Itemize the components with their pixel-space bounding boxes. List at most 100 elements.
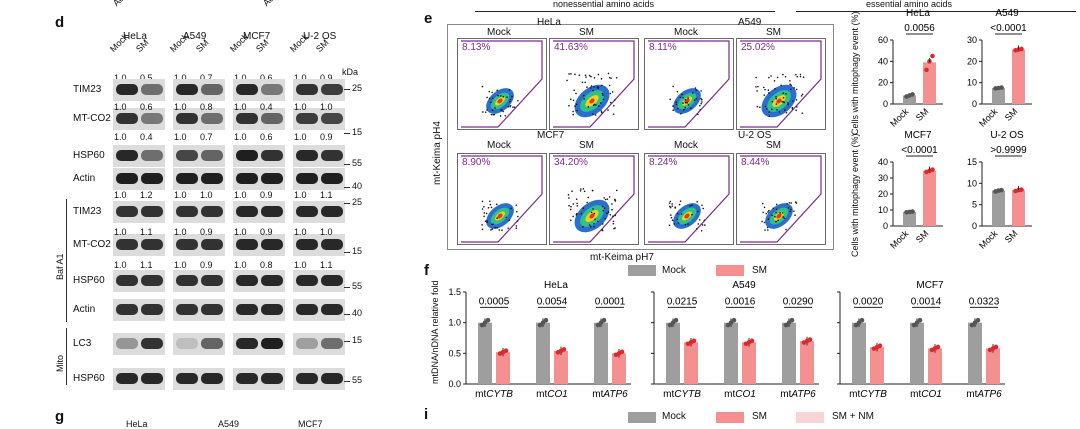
event-dot: [582, 187, 585, 190]
blot-band: [236, 373, 258, 384]
blot-row-label: MT-CO2: [73, 239, 111, 250]
legend-f-mock-swatch: [628, 265, 656, 276]
event-dot: [767, 218, 770, 221]
y-tick-label: 40: [878, 56, 888, 66]
event-dot: [669, 206, 672, 209]
event-dot: [671, 203, 673, 205]
event-dot: [668, 224, 671, 227]
event-dot: [801, 93, 804, 96]
event-dot: [782, 73, 784, 76]
event-dot: [490, 113, 493, 116]
blot-band: [116, 373, 138, 384]
blot-band: [321, 275, 343, 286]
event-dot: [767, 89, 770, 92]
quant-value: 1.0: [114, 73, 127, 83]
blot-strip: [233, 333, 285, 355]
event-dot: [669, 98, 672, 101]
blot-strip: [293, 79, 345, 101]
blot-band: [321, 173, 343, 184]
y-tick-label: 60: [878, 35, 888, 45]
blot-strip: [173, 270, 225, 292]
event-dot: [588, 74, 591, 77]
event-dot: [609, 214, 612, 216]
quant-value: 1.0: [114, 102, 127, 112]
event-dot: [597, 73, 600, 76]
event-dot: [704, 224, 706, 226]
x-tick-label: SM: [1003, 106, 1020, 123]
event-dot: [786, 203, 789, 205]
event-dot: [595, 104, 597, 106]
quant-value: 1.0: [294, 102, 307, 112]
event-dot: [592, 113, 594, 115]
quant-value: 0.9: [260, 190, 273, 200]
blot-band: [176, 373, 198, 384]
event-dot: [759, 106, 761, 109]
blot-row-label: Actin: [73, 173, 96, 184]
flow-plot: 25.02%: [736, 38, 826, 130]
blot-band: [141, 239, 163, 250]
event-dot: [784, 75, 787, 78]
flow-density-plot: [740, 40, 822, 128]
data-point: [999, 187, 1004, 193]
event-dot: [673, 223, 676, 225]
event-dot: [566, 79, 568, 82]
event-dot: [690, 107, 692, 110]
blot-strip: [113, 270, 165, 292]
event-dot: [794, 201, 797, 203]
event-dot: [682, 102, 684, 104]
data-point: [485, 317, 491, 323]
quant-value: 1.0: [174, 227, 187, 237]
blot-band: [261, 150, 283, 161]
event-dot: [589, 224, 591, 226]
event-dot: [572, 203, 575, 205]
event-dot: [696, 200, 698, 203]
event-dot: [569, 219, 572, 222]
kda-marker: 25: [352, 83, 363, 93]
panel-f-label: f: [424, 262, 429, 279]
kda-tick: [344, 252, 350, 253]
gene-prefix: mt: [780, 389, 791, 400]
event-dot: [580, 188, 582, 190]
event-dot: [584, 81, 587, 84]
blot-row-label: HSP60: [73, 150, 105, 161]
event-dot: [502, 95, 505, 98]
event-dot: [683, 108, 686, 111]
blot-strip: [293, 333, 345, 355]
gene-name: CO1: [921, 389, 942, 400]
event-dot: [597, 105, 600, 107]
event-dot: [491, 223, 493, 226]
blot-band: [236, 304, 258, 315]
event-dot: [593, 86, 595, 88]
blot-band: [236, 338, 258, 349]
quant-value: 1.0: [234, 227, 247, 237]
legend-i-mock-label: Mock: [662, 411, 686, 422]
bar: [928, 348, 942, 384]
event-dot: [574, 105, 576, 107]
data-point: [993, 344, 999, 350]
event-dot: [700, 98, 703, 101]
event-dot: [584, 74, 587, 77]
panel-g-cut-mcf7: MCF7: [298, 419, 323, 429]
event-dot: [801, 112, 804, 114]
event-dot: [593, 103, 596, 106]
y-tick-label: 0: [883, 99, 888, 109]
event-dot: [575, 103, 578, 106]
quant-value: 1.0: [320, 227, 333, 237]
cut-label-2: Ad: [260, 0, 276, 8]
panel-d-label: d: [55, 14, 65, 31]
event-dot: [608, 196, 611, 198]
event-dot: [762, 86, 765, 89]
blot-strip: [233, 79, 285, 101]
event-dot: [689, 205, 691, 207]
data-point: [975, 317, 981, 323]
event-dot: [768, 76, 770, 79]
quant-value: 0.9: [320, 73, 333, 83]
quant-value: 0.8: [260, 260, 273, 270]
event-dot: [680, 213, 683, 215]
event-dot: [775, 96, 777, 98]
quant-value: 1.0: [114, 132, 127, 142]
event-dot: [571, 190, 573, 193]
gene-prefix: mt: [592, 389, 603, 400]
blot-band: [141, 84, 163, 95]
